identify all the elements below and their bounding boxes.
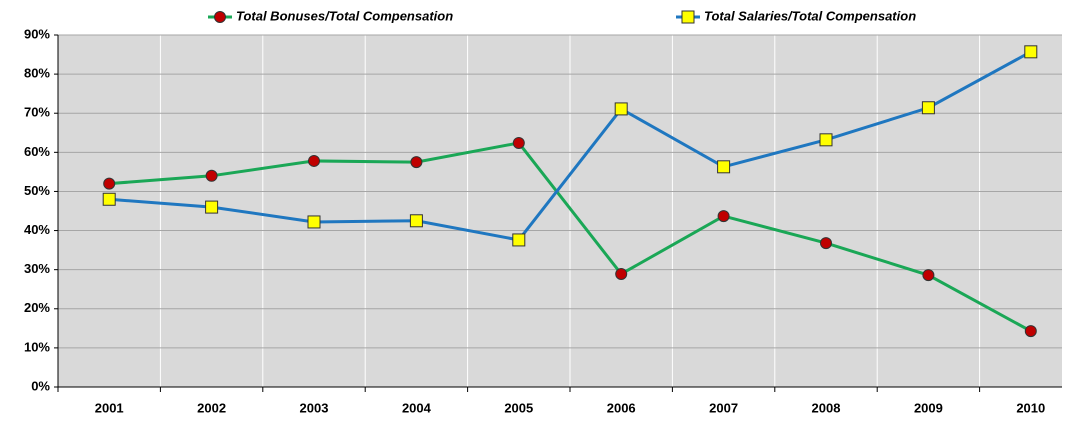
legend-marker <box>681 10 695 24</box>
y-tick-label: 50% <box>24 183 50 198</box>
y-tick-label: 90% <box>24 26 50 41</box>
x-tick-label: 2008 <box>812 400 841 415</box>
marker <box>921 101 935 115</box>
marker <box>922 269 935 282</box>
marker <box>820 237 832 250</box>
plot-area <box>58 35 1062 387</box>
x-tick-label: 2005 <box>504 400 533 415</box>
marker <box>717 160 731 174</box>
marker <box>1024 45 1038 59</box>
x-tick-label: 2002 <box>197 400 226 415</box>
y-tick-label: 60% <box>24 144 50 159</box>
marker <box>409 214 423 228</box>
marker <box>615 267 628 280</box>
x-tick-label: 2003 <box>300 400 329 415</box>
marker <box>102 192 116 206</box>
y-tick-label: 20% <box>24 300 50 315</box>
x-tick-label: 2001 <box>95 400 124 415</box>
marker <box>307 215 321 229</box>
marker <box>205 200 219 214</box>
series-line <box>109 141 1032 333</box>
x-tick-label: 2004 <box>402 400 432 415</box>
marker <box>103 177 116 190</box>
legend-label: Total Salaries/Total Compensation <box>704 8 916 23</box>
marker <box>819 133 833 147</box>
legend-marker <box>214 11 226 23</box>
y-tick-label: 80% <box>24 66 50 81</box>
y-tick-label: 10% <box>24 339 50 354</box>
x-tick-label: 2010 <box>1016 400 1045 415</box>
y-tick-label: 0% <box>31 378 50 393</box>
y-tick-label: 40% <box>24 222 50 237</box>
marker <box>308 154 320 167</box>
marker <box>717 210 730 223</box>
x-tick-label: 2006 <box>607 400 636 415</box>
x-tick-label: 2009 <box>914 400 943 415</box>
marker <box>512 233 526 247</box>
marker <box>410 156 423 169</box>
x-tick-label: 2007 <box>709 400 738 415</box>
y-tick-label: 70% <box>24 105 50 120</box>
series-line <box>109 50 1032 242</box>
y-tick-label: 30% <box>24 261 50 276</box>
legend-label: Total Bonuses/Total Compensation <box>236 8 453 23</box>
marker <box>205 169 218 182</box>
marker <box>1024 325 1037 338</box>
marker <box>512 136 525 149</box>
marker <box>614 102 628 116</box>
